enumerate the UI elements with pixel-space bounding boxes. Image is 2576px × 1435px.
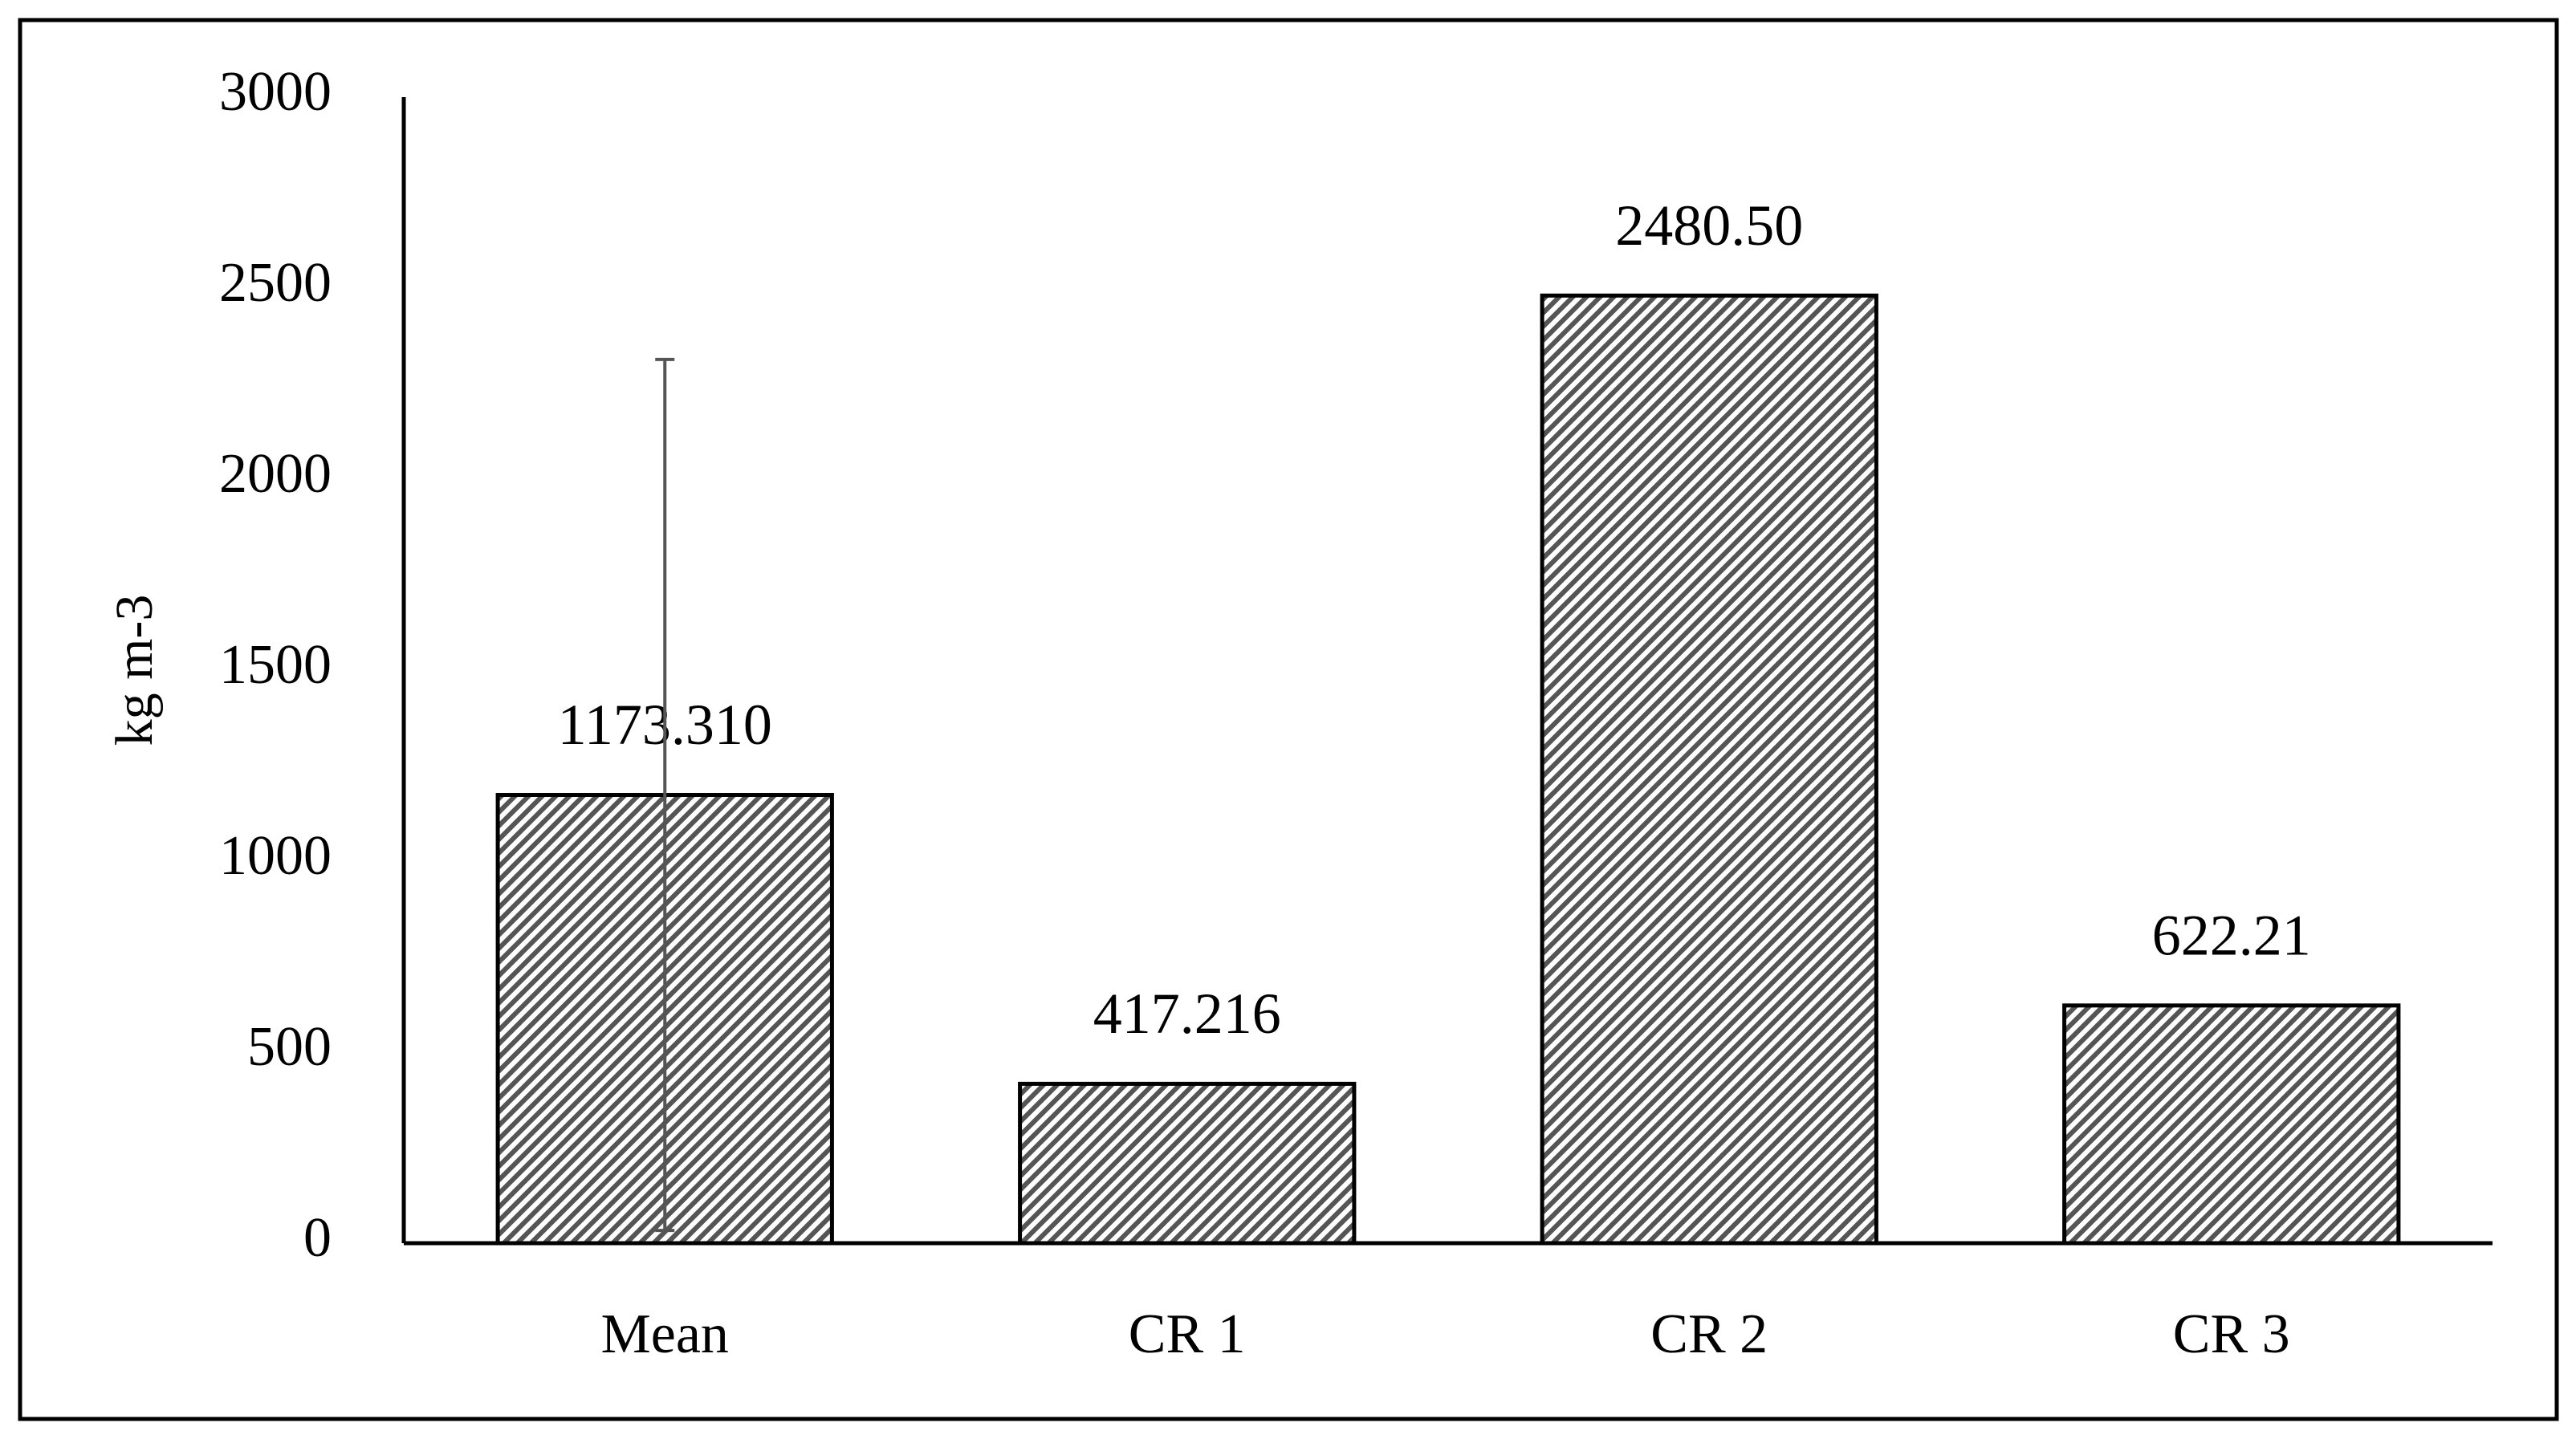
x-tick-label: Mean	[601, 1303, 729, 1365]
y-axis-label: kg m-3	[105, 595, 164, 746]
x-tick-label: CR 2	[1650, 1303, 1768, 1365]
y-tick-label: 1000	[219, 825, 332, 887]
y-tick-label: 500	[247, 1016, 332, 1078]
bar	[1540, 293, 1878, 1246]
y-tick-label: 1500	[219, 634, 332, 696]
y-tick-label: 2000	[219, 443, 332, 505]
x-tick-label: CR 3	[2173, 1303, 2290, 1365]
y-tick-label: 2500	[219, 252, 332, 314]
value-label: 622.21	[2152, 903, 2311, 967]
value-label: 417.216	[1093, 982, 1281, 1046]
y-tick-label: 3000	[219, 61, 332, 123]
bar	[1018, 1081, 1357, 1246]
frame	[18, 18, 2559, 1421]
y-tick-label: 0	[303, 1207, 332, 1269]
x-tick-label: CR 1	[1129, 1303, 1246, 1365]
value-label: 2480.50	[1615, 193, 1803, 258]
bar	[2062, 1003, 2401, 1246]
